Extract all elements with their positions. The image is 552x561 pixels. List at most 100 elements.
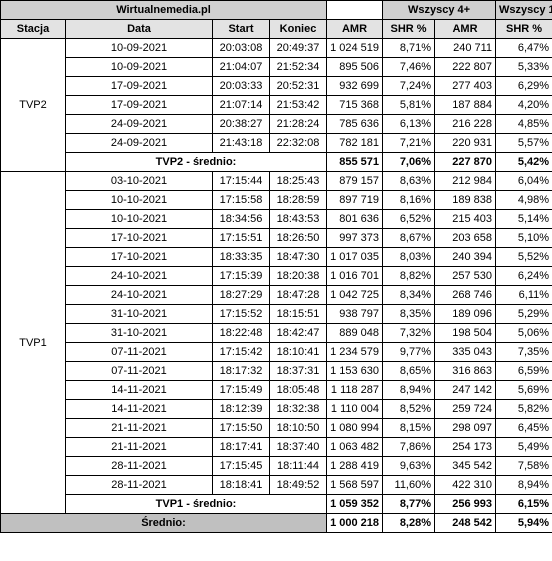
shr-all-cell: 7,21%: [382, 133, 436, 153]
end-cell: 20:52:31: [268, 76, 328, 96]
start-cell: 20:38:27: [212, 114, 270, 134]
table-row: 24-09-2021 20:38:27 21:28:24 785 636 6,13% 21…: [1, 114, 552, 134]
shr-1649-cell: 4,98%: [495, 190, 552, 210]
table-row: 24-10-2021 17:15:39 18:20:38 1 016 701 8,82%…: [1, 266, 552, 286]
start-cell: 17:15:44: [212, 171, 270, 191]
amr-all-cell: 1 016 701: [326, 266, 384, 286]
amr-1649-cell: 215 403: [434, 209, 497, 229]
start-cell: 18:17:41: [212, 437, 270, 457]
amr-all-cell: 801 636: [326, 209, 384, 229]
start-cell: 18:27:29: [212, 285, 270, 305]
table-row: 21-11-2021 17:15:50 18:10:50 1 080 994 8,15%…: [1, 418, 552, 438]
header-row-columns: Stacja Data Start Koniec AMR SHR % AMR S…: [0, 19, 552, 39]
end-cell: 18:47:30: [268, 247, 328, 267]
shr-all-cell: 9,63%: [382, 456, 436, 476]
start-cell: 17:15:58: [212, 190, 270, 210]
shr-all-cell: 9,77%: [382, 342, 436, 362]
date-cell: 28-11-2021: [65, 456, 213, 476]
grand-average-label: Średnio:: [0, 513, 328, 533]
shr-all-cell: 8,63%: [382, 171, 436, 191]
date-cell: 17-10-2021: [65, 228, 213, 248]
amr-all-cell: 782 181: [326, 133, 384, 153]
shr-all-cell: 6,13%: [382, 114, 436, 134]
date-cell: 24-10-2021: [65, 285, 213, 305]
shr-all-cell: 8,65%: [382, 361, 436, 381]
end-cell: 18:10:50: [268, 418, 328, 438]
end-cell: 18:25:43: [268, 171, 328, 191]
amr-1649-cell: 345 542: [434, 456, 497, 476]
amr-all-cell: 785 636: [326, 114, 384, 134]
amr-1649-cell: 240 711: [434, 38, 497, 58]
amr-1649-cell: 187 884: [434, 95, 497, 115]
amr-all-cell: 1 110 004: [326, 399, 384, 419]
shr-1649-cell: 7,58%: [495, 456, 552, 476]
amr-1649-cell: 335 043: [434, 342, 497, 362]
amr-1649-cell: 247 142: [434, 380, 497, 400]
station-name: TVP1: [0, 171, 66, 514]
shr-all-cell: 8,67%: [382, 228, 436, 248]
shr-all-cell: 8,34%: [382, 285, 436, 305]
summary-amr-1649: 256 993: [434, 494, 497, 514]
date-cell: 10-09-2021: [65, 57, 213, 77]
end-cell: 18:37:40: [268, 437, 328, 457]
table-row: 07-11-2021 18:17:32 18:37:31 1 153 630 8,65%…: [1, 361, 552, 381]
shr-1649-cell: 5,29%: [495, 304, 552, 324]
shr-all-cell: 8,03%: [382, 247, 436, 267]
shr-1649-cell: 4,20%: [495, 95, 552, 115]
grand-average-row: Średnio: 1 000 218 8,28% 248 542 5,94%: [0, 513, 552, 533]
amr-all-cell: 1 017 035: [326, 247, 384, 267]
table-row: TVP1 03-10-2021 17:15:44 18:25:43 879 157 8,6…: [0, 171, 552, 514]
amr-1649-cell: 216 228: [434, 114, 497, 134]
table-row: 10-10-2021 17:15:58 18:28:59 897 719 8,16% 18…: [1, 190, 552, 210]
header-row-top: Wirtualnemedia.pl Wszyscy 4+ Wszyscy 16-…: [0, 0, 552, 20]
table-row: 07-11-2021 17:15:42 18:10:41 1 234 579 9,77%…: [1, 342, 552, 362]
start-cell: 18:12:39: [212, 399, 270, 419]
grand-amr-1649: 248 542: [434, 513, 497, 533]
station-summary-row: TVP1 - średnio: 1 059 352 8,77% 256 993 6,15…: [1, 494, 552, 514]
summary-shr-all: 7,06%: [382, 152, 436, 172]
end-cell: 18:15:51: [268, 304, 328, 324]
shr-all-cell: 8,94%: [382, 380, 436, 400]
shr-1649-cell: 6,59%: [495, 361, 552, 381]
shr-all-cell: 8,35%: [382, 304, 436, 324]
table-row: 10-10-2021 18:34:56 18:43:53 801 636 6,52% 21…: [1, 209, 552, 229]
source-header: Wirtualnemedia.pl: [0, 0, 328, 20]
start-cell: 21:04:07: [212, 57, 270, 77]
shr-1649-cell: 5,10%: [495, 228, 552, 248]
end-cell: 21:52:34: [268, 57, 328, 77]
start-cell: 17:15:51: [212, 228, 270, 248]
col-end-header: Koniec: [268, 19, 328, 39]
amr-all-cell: 1 080 994: [326, 418, 384, 438]
start-cell: 17:15:45: [212, 456, 270, 476]
table-row: 17-09-2021 21:07:14 21:53:42 715 368 5,81% 18…: [1, 95, 552, 115]
shr-all-cell: 8,16%: [382, 190, 436, 210]
amr-1649-cell: 298 097: [434, 418, 497, 438]
amr-1649-cell: 198 504: [434, 323, 497, 343]
shr-1649-cell: 5,14%: [495, 209, 552, 229]
date-cell: 31-10-2021: [65, 323, 213, 343]
table-row: 28-11-2021 17:15:45 18:11:44 1 288 419 9,63%…: [1, 456, 552, 476]
date-cell: 10-10-2021: [65, 190, 213, 210]
col-start-header: Start: [212, 19, 270, 39]
date-cell: 07-11-2021: [65, 361, 213, 381]
date-cell: 10-10-2021: [65, 209, 213, 229]
summary-amr-all: 855 571: [326, 152, 384, 172]
shr-all-cell: 11,60%: [382, 475, 436, 495]
shr-all-cell: 7,24%: [382, 76, 436, 96]
shr-1649-cell: 5,52%: [495, 247, 552, 267]
end-cell: 21:53:42: [268, 95, 328, 115]
date-cell: 21-11-2021: [65, 437, 213, 457]
amr-all-cell: 1 288 419: [326, 456, 384, 476]
shr-all-cell: 7,86%: [382, 437, 436, 457]
date-cell: 14-11-2021: [65, 399, 213, 419]
ratings-table: Wirtualnemedia.pl Wszyscy 4+ Wszyscy 16-…: [0, 0, 552, 533]
amr-all-cell: 1 063 482: [326, 437, 384, 457]
amr-1649-cell: 203 658: [434, 228, 497, 248]
shr-1649-cell: 8,94%: [495, 475, 552, 495]
end-cell: 18:47:28: [268, 285, 328, 305]
table-row: 24-10-2021 18:27:29 18:47:28 1 042 725 8,34%…: [1, 285, 552, 305]
amr-all-cell: 1 153 630: [326, 361, 384, 381]
grand-shr-1649: 5,94%: [495, 513, 552, 533]
station-summary-row: TVP2 - średnio: 855 571 7,06% 227 870 5,42%: [1, 152, 552, 172]
table-row: 14-11-2021 17:15:49 18:05:48 1 118 287 8,94%…: [1, 380, 552, 400]
